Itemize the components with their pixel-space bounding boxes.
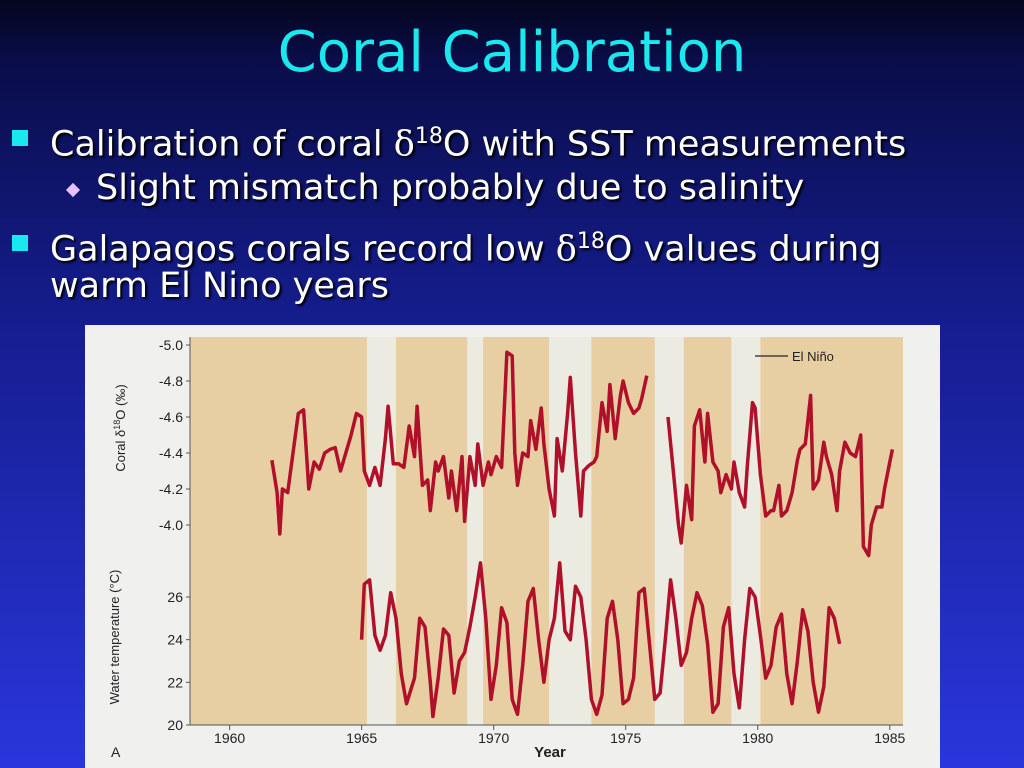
- superscript-18: 18: [576, 229, 605, 254]
- coral-y-tick-label: -4.4: [159, 445, 183, 461]
- x-tick-label: 1965: [346, 730, 377, 746]
- sst-y-tick-label: 24: [167, 632, 183, 648]
- coral-y-tick-label: -5.0: [159, 337, 183, 353]
- x-tick-label: 1970: [478, 730, 509, 746]
- bullet-2-line-2: warm El Nino years: [50, 264, 389, 308]
- delta-symbol: δ: [555, 229, 577, 270]
- legend-label: El Niño: [792, 349, 834, 364]
- coral-d18o-series-b: [666, 393, 895, 558]
- coral-y-tick-label: -4.2: [159, 481, 183, 497]
- coral-y-tick-label: -4.0: [159, 517, 183, 533]
- coral-y-tick-label: -4.6: [159, 409, 183, 425]
- sub-bullet-1: Slight mismatch probably due to salinity: [96, 166, 804, 210]
- el-nino-bands: [366, 337, 761, 725]
- coral-d18o-series-a: [270, 350, 649, 536]
- y-axis-label-sst: Water temperature (°C): [107, 570, 122, 705]
- chart-legend: El Niño: [755, 349, 834, 364]
- chart-svg: 1960 1965 1970 1975 1980 1985 -5.0 -4.8 -4.6 -4.4…: [107, 337, 906, 761]
- panel-label: A: [111, 744, 121, 760]
- x-tick-label: 1975: [610, 730, 641, 746]
- sst-y-tick-label: 26: [167, 589, 183, 605]
- coral-y-tick-label: -4.8: [159, 373, 183, 389]
- bullet-1: Calibration of coral δ18O with SST measu…: [50, 115, 906, 167]
- bullet-square-icon: [12, 130, 28, 146]
- bullet-2-text-pre: Galapagos corals record low: [50, 229, 556, 270]
- sst-y-tick-label: 22: [167, 674, 183, 690]
- sub-bullet-1-text: Slight mismatch probably due to salinity: [96, 168, 805, 208]
- x-tick-label: 1980: [742, 730, 773, 746]
- el-nino-band: [731, 337, 761, 725]
- bullet-1-text-pre: Calibration of coral: [50, 124, 394, 165]
- slide-title: Coral Calibration: [277, 20, 747, 85]
- chart-lines: [270, 350, 895, 719]
- bullet-1-text-post: O with SST measurements: [442, 124, 907, 165]
- el-nino-band: [467, 337, 484, 725]
- chart-axes: 1960 1965 1970 1975 1980 1985 -5.0 -4.8 -4.6 -4.4…: [159, 337, 906, 746]
- coral-sst-chart: 1960 1965 1970 1975 1980 1985 -5.0 -4.8 -4.6 -4.4…: [85, 325, 940, 768]
- el-nino-band: [366, 337, 396, 725]
- y-axis-label-coral: Coral δ18O (‰): [112, 384, 128, 471]
- x-tick-label: 1960: [214, 730, 245, 746]
- superscript-18: 18: [414, 124, 443, 149]
- bullet-2-text-post: O values during: [604, 229, 882, 270]
- bullet-square-icon: [12, 235, 28, 251]
- sst-y-tick-label: 20: [167, 717, 183, 733]
- bullet-diamond-icon: [65, 182, 81, 198]
- x-axis-label: Year: [534, 744, 566, 761]
- x-tick-label: 1985: [874, 730, 905, 746]
- bullet-2-text-line2: warm El Nino years: [50, 266, 389, 306]
- water-temperature-series: [359, 561, 842, 719]
- bullet-2: Galapagos corals record low δ18O values …: [50, 220, 881, 272]
- delta-symbol: δ: [393, 124, 415, 165]
